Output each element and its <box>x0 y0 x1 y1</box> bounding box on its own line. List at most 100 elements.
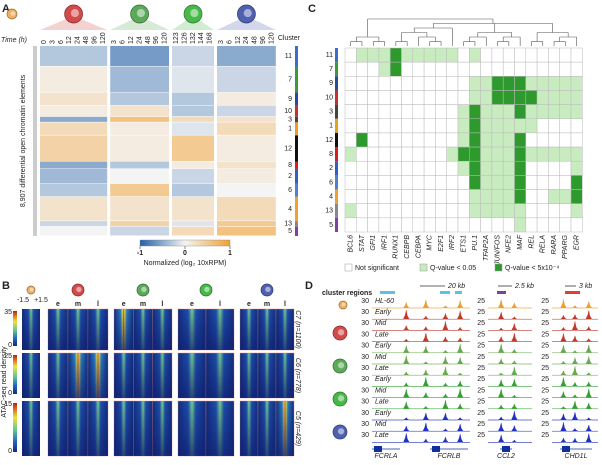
heatmap-fade <box>68 309 88 350</box>
enrichment-cell <box>412 76 425 91</box>
legend-key <box>344 263 353 272</box>
heatmap-fade <box>48 401 68 456</box>
enrichment-cell <box>423 189 436 204</box>
heatmap-cell <box>110 122 169 136</box>
enrichment-cell <box>502 76 515 91</box>
row-label: 8 <box>329 151 333 158</box>
column-label: GFI1 <box>370 235 377 251</box>
enrichment-cell <box>446 175 459 190</box>
enrichment-cell <box>548 189 560 204</box>
enrichment-cell <box>435 104 447 120</box>
row-color <box>335 62 338 77</box>
heatmap-cell <box>172 168 214 184</box>
enrichment-cell <box>469 47 481 63</box>
track-label: Early <box>375 410 391 417</box>
signal-track <box>488 422 532 432</box>
enrichment-cell <box>423 118 436 134</box>
column-label: EGR <box>573 235 580 250</box>
enrichment-cell <box>367 132 380 148</box>
track-scale: 25 <box>477 432 485 439</box>
enrichment-cell <box>480 203 493 219</box>
enrichment-cell <box>457 61 470 77</box>
enrichment-cell <box>502 61 515 77</box>
heatmap-fade <box>88 309 108 350</box>
track-scale: 25 <box>541 365 549 372</box>
column-label: TFAP2A <box>483 235 490 261</box>
cluster-color <box>295 105 298 117</box>
enrichment-cell <box>559 217 572 233</box>
cluster-label: 11 <box>285 53 292 60</box>
enrichment-cell <box>559 118 572 134</box>
track-scale: 30 <box>361 298 369 305</box>
enrichment-cell <box>367 217 380 233</box>
enrichment-cell <box>367 61 380 77</box>
signal-track <box>372 310 470 320</box>
enrichment-cell <box>412 132 425 148</box>
track-scale: 25 <box>477 343 485 350</box>
legend-key <box>419 263 428 272</box>
enrichment-cell <box>389 90 402 105</box>
cluster-region <box>440 291 450 294</box>
track-label: Late <box>375 399 389 406</box>
signal-track <box>488 403 532 409</box>
cluster-color <box>295 161 298 169</box>
time-label: 96 <box>153 36 160 44</box>
time-label: 3 <box>218 40 225 44</box>
enrichment-cell <box>469 146 481 162</box>
panel-label: C <box>308 3 316 15</box>
enrichment-cell <box>356 160 368 176</box>
colorbar-tick-label: -1 <box>137 250 143 257</box>
enrichment-cell <box>457 175 470 190</box>
time-label: 120 <box>100 32 107 44</box>
gene-label: CHD1L <box>565 453 588 460</box>
enrichment-cell <box>412 217 425 233</box>
signal-track <box>488 410 532 421</box>
heatmap-cell <box>172 116 214 123</box>
gene-exon <box>374 446 382 452</box>
enrichment-cell <box>514 118 527 134</box>
heatmap-cell <box>217 168 276 184</box>
enrichment-cell <box>401 104 414 120</box>
time-label: 24 <box>75 36 82 44</box>
heatmap-cell <box>172 66 214 93</box>
enrichment-cell <box>389 146 402 162</box>
enrichment-cell <box>469 61 481 77</box>
cluster-label: 6 <box>288 187 292 194</box>
enrichment-cell <box>536 61 549 77</box>
heatmap-fade <box>133 353 153 398</box>
enrichment-cell <box>401 203 414 219</box>
gene-exon <box>432 446 440 452</box>
heatmap-cell <box>40 122 108 136</box>
heatmap-cell <box>40 46 108 67</box>
signal-track <box>372 321 470 331</box>
enrichment-cell <box>389 47 402 63</box>
cell-nucleus <box>70 9 79 18</box>
cluster-color <box>295 116 298 123</box>
enrichment-cell <box>344 90 357 105</box>
heatmap-fade <box>114 309 134 350</box>
heatmap-fade <box>68 401 88 456</box>
enrichment-cell <box>525 203 538 219</box>
column-label: RUNX1 <box>393 235 400 259</box>
heatmap-cell <box>217 135 276 162</box>
cell-nucleus <box>141 286 147 293</box>
enrichment-cell <box>536 90 549 105</box>
enrichment-cell <box>491 160 504 176</box>
enrichment-cell <box>356 217 368 233</box>
time-label: 120 <box>162 32 169 44</box>
row-color <box>335 203 338 218</box>
window-label: -1.5 <box>17 297 29 304</box>
track-label: Late <box>375 432 389 439</box>
enrichment-cell <box>423 146 436 162</box>
track-scale: 25 <box>541 320 549 327</box>
enrichment-cell <box>435 76 447 91</box>
enrichment-cell <box>344 160 357 176</box>
enrichment-cell <box>469 132 481 148</box>
enrichment-cell <box>401 160 414 176</box>
enrichment-cell <box>559 175 572 190</box>
signal-track <box>488 333 532 342</box>
heatmap-cell <box>110 105 169 117</box>
heatmap-fade <box>258 401 276 456</box>
heatmap-cell <box>172 46 214 67</box>
